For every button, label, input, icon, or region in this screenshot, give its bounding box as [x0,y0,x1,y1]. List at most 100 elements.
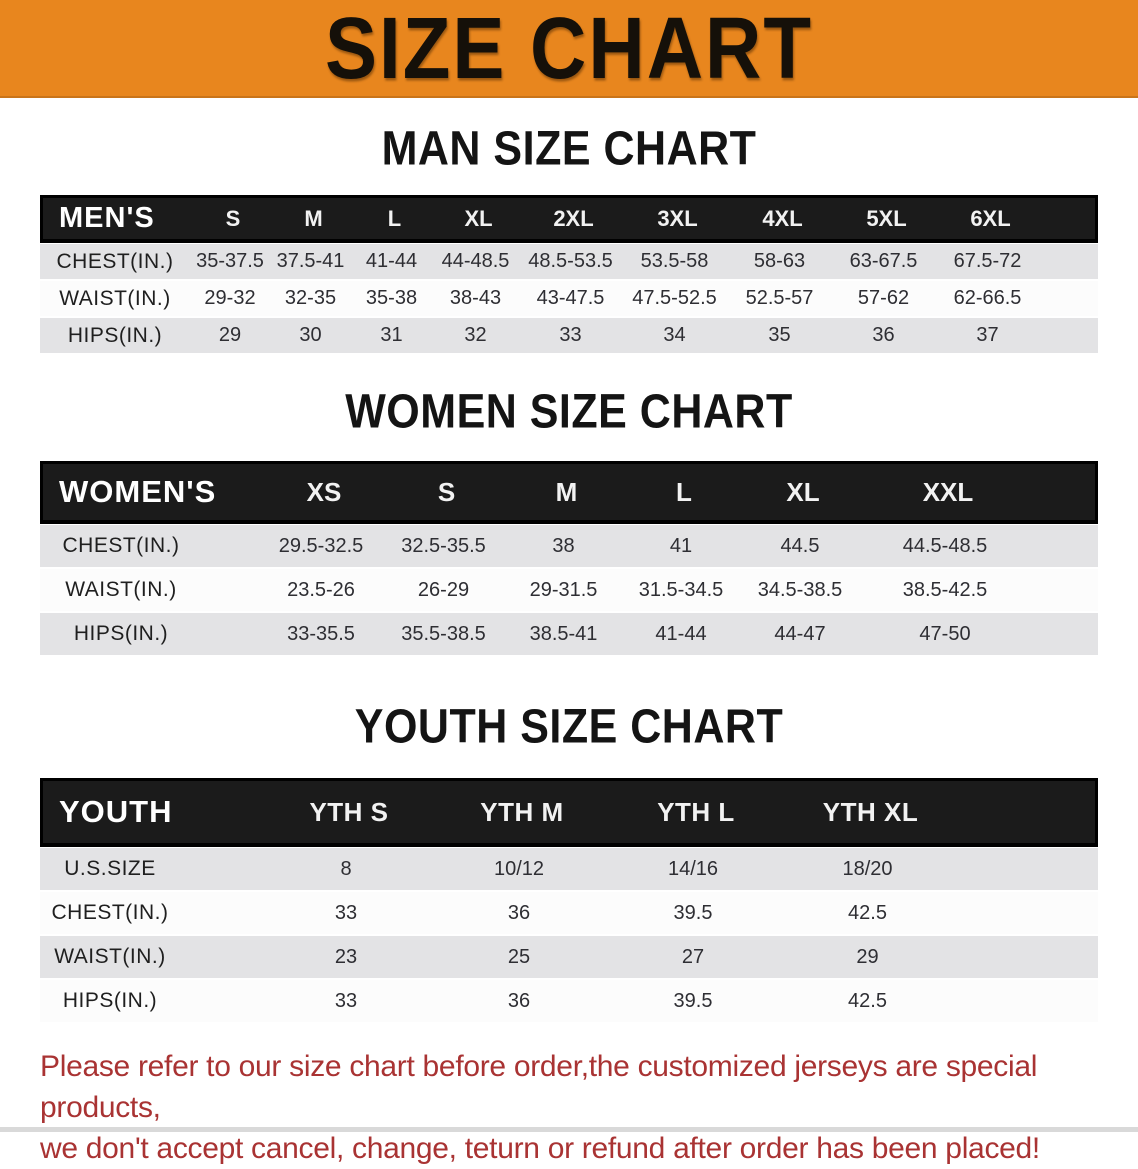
mens-hips-in-value-s: 29 [218,324,242,346]
womens-row-hips-in: HIPS(IN.) 33-35.5 35.5-38.5 38.5-41 41-44 44-… [40,613,1098,655]
womens-size-col-xl: XL [786,476,820,507]
youth-chest-in-value-yth-l: 39.5 [673,901,713,924]
mens-corner-label: MEN'S [59,202,155,234]
youth-u-s-size-value-yth-l: 14/16 [667,857,719,880]
womens-waist-in-value-xl: 34.5-38.5 [757,578,843,601]
mens-hips-in-value-6xl: 37 [976,324,999,346]
youth-row-hips-in: HIPS(IN.) 33 36 39.5 42.5 [40,980,1098,1022]
banner: SIZE CHART [0,0,1138,98]
youth-corner-label: YOUTH [59,794,173,829]
mens-size-col-6xl: 6XL [970,205,1011,231]
youth-size-col-yth-m: YTH M [480,796,564,827]
disclaimer-line-2: we don't accept cancel, change, teturn o… [40,1132,1040,1165]
womens-heading: WOMEN SIZE CHART [345,385,793,439]
womens-waist-in-value-s: 26-29 [417,578,470,601]
womens-chest-in-value-xs: 29.5-32.5 [278,534,364,557]
youth-hips-in-value-yth-m: 36 [507,989,531,1012]
womens-chest-in-value-m: 38 [552,534,575,557]
youth-hips-in-value-yth-s: 33 [334,989,358,1012]
womens-waist-in-value-m: 29-31.5 [529,578,598,601]
mens-waist-in-value-s: 29-32 [204,287,256,309]
womens-row-chest-in: CHEST(IN.) 29.5-32.5 32.5-35.5 38 41 44.5 44.5… [40,525,1098,567]
womens-row-label-chest-in: CHEST(IN.) [62,534,180,557]
youth-size-col-yth-s: YTH S [309,796,389,827]
disclaimer-line-1: Please refer to our size chart before or… [40,1050,1038,1124]
youth-section: YOUTH SIZE CHART YOUTH YTH S YTH M YTH L YTH… [0,700,1138,1022]
youth-row-label-u-s-size: U.S.SIZE [64,857,156,880]
youth-row-label-hips-in: HIPS(IN.) [62,989,158,1012]
youth-row-label-chest-in: CHEST(IN.) [51,901,169,924]
youth-u-s-size-value-yth-m: 10/12 [493,857,545,880]
youth-waist-in-value-yth-m: 25 [507,945,531,968]
youth-u-s-size-value-yth-xl: 18/20 [842,857,893,880]
youth-size-table: YOUTH YTH S YTH M YTH L YTH XL U.S.SIZE 8 10/12… [40,778,1098,1022]
womens-hips-in-value-xs: 33-35.5 [287,622,355,645]
mens-row-label-hips-in: HIPS(IN.) [67,323,163,347]
youth-chest-in-value-yth-s: 33 [334,901,358,924]
mens-waist-in-value-2xl: 43-47.5 [536,287,605,309]
youth-size-col-yth-xl: YTH XL [822,796,919,827]
mens-waist-in-value-5xl: 57-62 [857,287,910,309]
mens-chest-in-value-xl: 44-48.5 [441,250,510,272]
mens-chest-in-value-6xl: 67.5-72 [953,250,1022,272]
mens-row-label-chest-in: CHEST(IN.) [56,249,174,273]
mens-hips-in-value-2xl: 33 [559,324,582,346]
youth-waist-in-value-yth-l: 27 [681,945,705,968]
womens-size-col-l: L [676,476,692,507]
womens-waist-in-value-l: 31.5-34.5 [638,578,724,601]
youth-waist-in-value-yth-xl: 29 [856,945,879,968]
mens-size-col-5xl: 5XL [866,205,907,231]
mens-waist-in-value-m: 32-35 [284,287,337,309]
youth-u-s-size-value-yth-s: 8 [340,857,352,880]
mens-size-table: MEN'S S M L XL 2XL 3XL 4XL 5XL 6XL CHEST(IN.) 35-37… [40,195,1098,353]
mens-hips-in-value-l: 31 [380,324,403,346]
mens-row-label-waist-in: WAIST(IN.) [59,286,171,310]
mens-waist-in-value-l: 35-38 [365,287,418,309]
womens-size-col-s: S [437,476,456,507]
mens-table-header-row: MEN'S S M L XL 2XL 3XL 4XL 5XL 6XL [40,195,1098,242]
mens-chest-in-value-l: 41-44 [365,250,418,272]
womens-hips-in-value-s: 35.5-38.5 [401,622,486,645]
youth-hips-in-value-yth-xl: 42.5 [848,989,887,1012]
womens-row-label-waist-in: WAIST(IN.) [65,578,177,601]
womens-chest-in-value-xl: 44.5 [780,534,820,557]
mens-chest-in-value-2xl: 48.5-53.5 [528,250,613,272]
youth-chest-in-value-yth-xl: 42.5 [848,901,887,924]
youth-hips-in-value-yth-l: 39.5 [673,989,713,1012]
youth-row-label-waist-in: WAIST(IN.) [54,945,166,968]
mens-section: MAN SIZE CHART MEN'S S M L XL 2XL 3XL 4XL 5XL 6XL… [0,122,1138,353]
mens-hips-in-value-m: 30 [299,324,322,346]
womens-row-waist-in: WAIST(IN.) 23.5-26 26-29 29-31.5 31.5-34.5 34… [40,569,1098,611]
mens-row-hips-in: HIPS(IN.) 29 30 31 32 33 34 35 36 37 [40,318,1098,353]
youth-table-header-row: YOUTH YTH S YTH M YTH L YTH XL [40,778,1098,846]
womens-chest-in-value-s: 32.5-35.5 [401,534,486,557]
mens-size-col-m: M [304,205,323,231]
banner-title: SIZE CHART [325,0,813,97]
mens-size-col-3xl: 3XL [657,205,698,231]
mens-hips-in-value-xl: 32 [464,324,487,346]
womens-section: WOMEN SIZE CHART WOMEN'S XS S M L XL XXL CHEST(… [0,385,1138,655]
youth-heading: YOUTH SIZE CHART [354,700,784,754]
womens-row-label-hips-in: HIPS(IN.) [73,622,169,645]
womens-waist-in-value-xxl: 38.5-42.5 [902,578,988,601]
womens-table-header-row: WOMEN'S XS S M L XL XXL [40,461,1098,523]
womens-chest-in-value-l: 41 [669,534,693,557]
youth-row-chest-in: CHEST(IN.) 33 36 39.5 42.5 [40,892,1098,934]
mens-waist-in-value-4xl: 52.5-57 [745,287,814,309]
youth-size-col-yth-l: YTH L [657,796,735,827]
mens-hips-in-value-5xl: 36 [872,324,895,346]
mens-size-col-xl: XL [464,205,493,231]
youth-chest-in-value-yth-m: 36 [507,901,531,924]
disclaimer: Please refer to our size chart before or… [40,1046,1138,1169]
youth-waist-in-value-yth-s: 23 [334,945,358,968]
womens-size-table: WOMEN'S XS S M L XL XXL CHEST(IN.) 29.5-32.5 32.5… [40,461,1098,655]
womens-size-col-xxl: XXL [922,476,974,507]
womens-chest-in-value-xxl: 44.5-48.5 [902,534,988,557]
mens-chest-in-value-s: 35-37.5 [196,250,264,272]
womens-size-col-xs: XS [306,476,342,507]
mens-waist-in-value-xl: 38-43 [449,287,502,309]
mens-size-col-4xl: 4XL [762,205,803,231]
mens-waist-in-value-3xl: 47.5-52.5 [632,287,717,309]
mens-size-col-l: L [387,205,402,231]
